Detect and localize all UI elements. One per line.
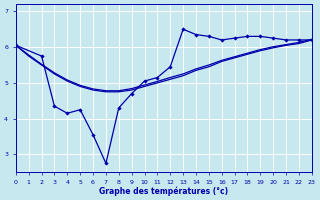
X-axis label: Graphe des températures (°c): Graphe des températures (°c) — [99, 186, 228, 196]
